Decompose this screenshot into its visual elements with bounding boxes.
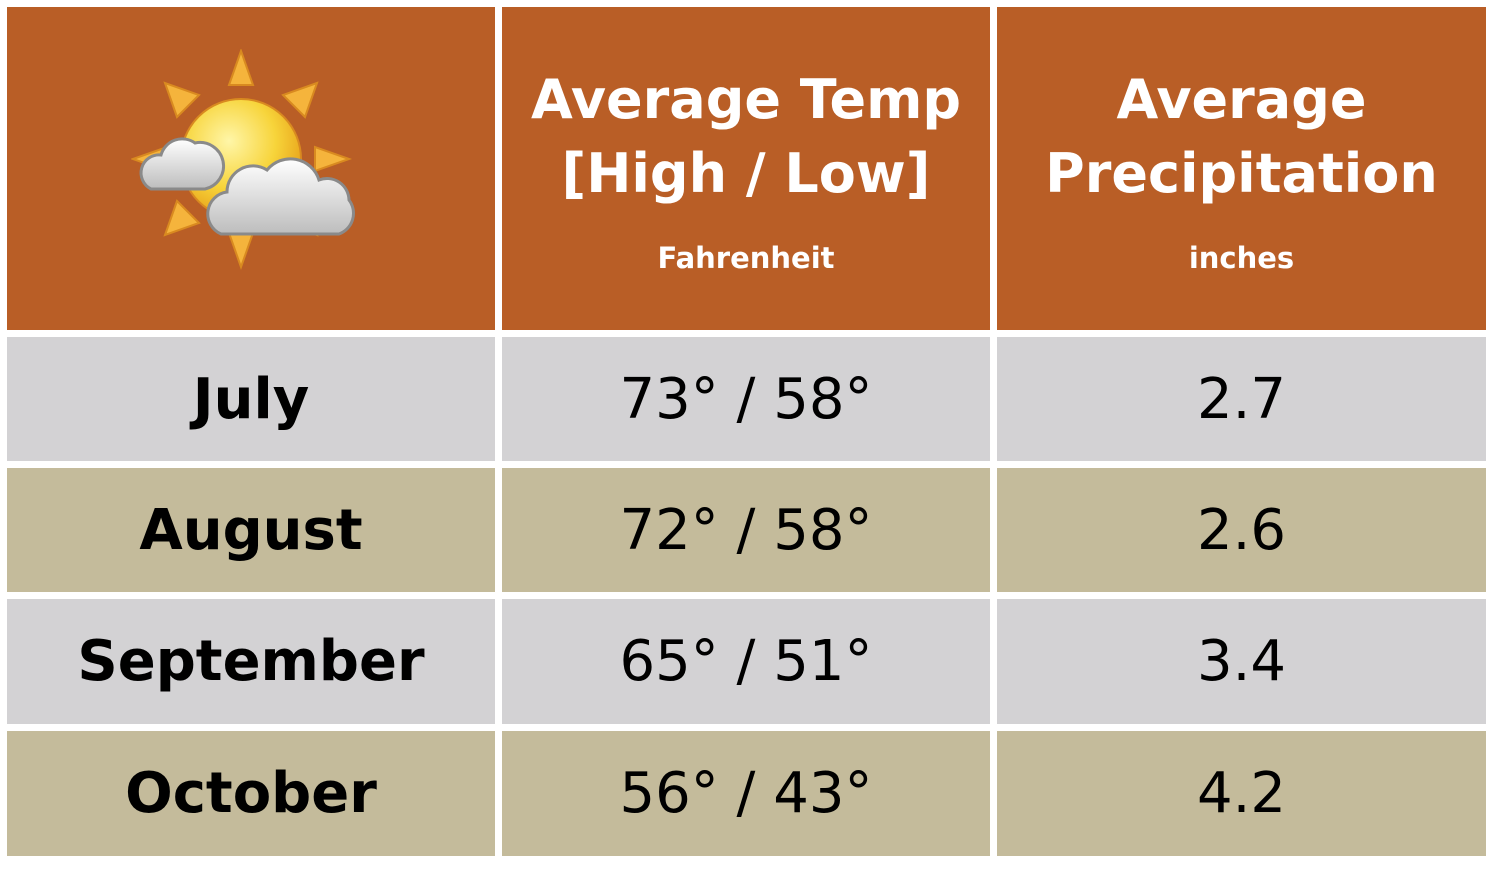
precip-cell: 3.4: [997, 599, 1486, 724]
header-unit: Fahrenheit: [657, 240, 835, 275]
temp-cell: 72° / 58°: [502, 468, 990, 592]
icon-cell: [7, 7, 495, 330]
header-title: Average Temp: [530, 67, 962, 131]
month-cell: August: [7, 468, 495, 592]
precip-cell: 4.2: [997, 731, 1486, 856]
temp-header: Average Temp [High / Low] Fahrenheit: [502, 7, 990, 330]
temp-cell: 65° / 51°: [502, 599, 990, 724]
month-cell: October: [7, 731, 495, 856]
precip-cell: 2.7: [997, 337, 1486, 461]
precip-header: Average Precipitation inches: [997, 7, 1486, 330]
weather-icon: [131, 48, 355, 270]
temp-cell: 56° / 43°: [502, 731, 990, 856]
month-cell: September: [7, 599, 495, 724]
header-title: [High / Low]: [561, 141, 931, 205]
precip-cell: 2.6: [997, 468, 1486, 592]
temp-cell: 73° / 58°: [502, 337, 990, 461]
header-title: Precipitation: [1045, 141, 1438, 205]
header-unit: inches: [1188, 240, 1295, 275]
header-title: Average: [1116, 67, 1367, 131]
month-cell: July: [7, 337, 495, 461]
